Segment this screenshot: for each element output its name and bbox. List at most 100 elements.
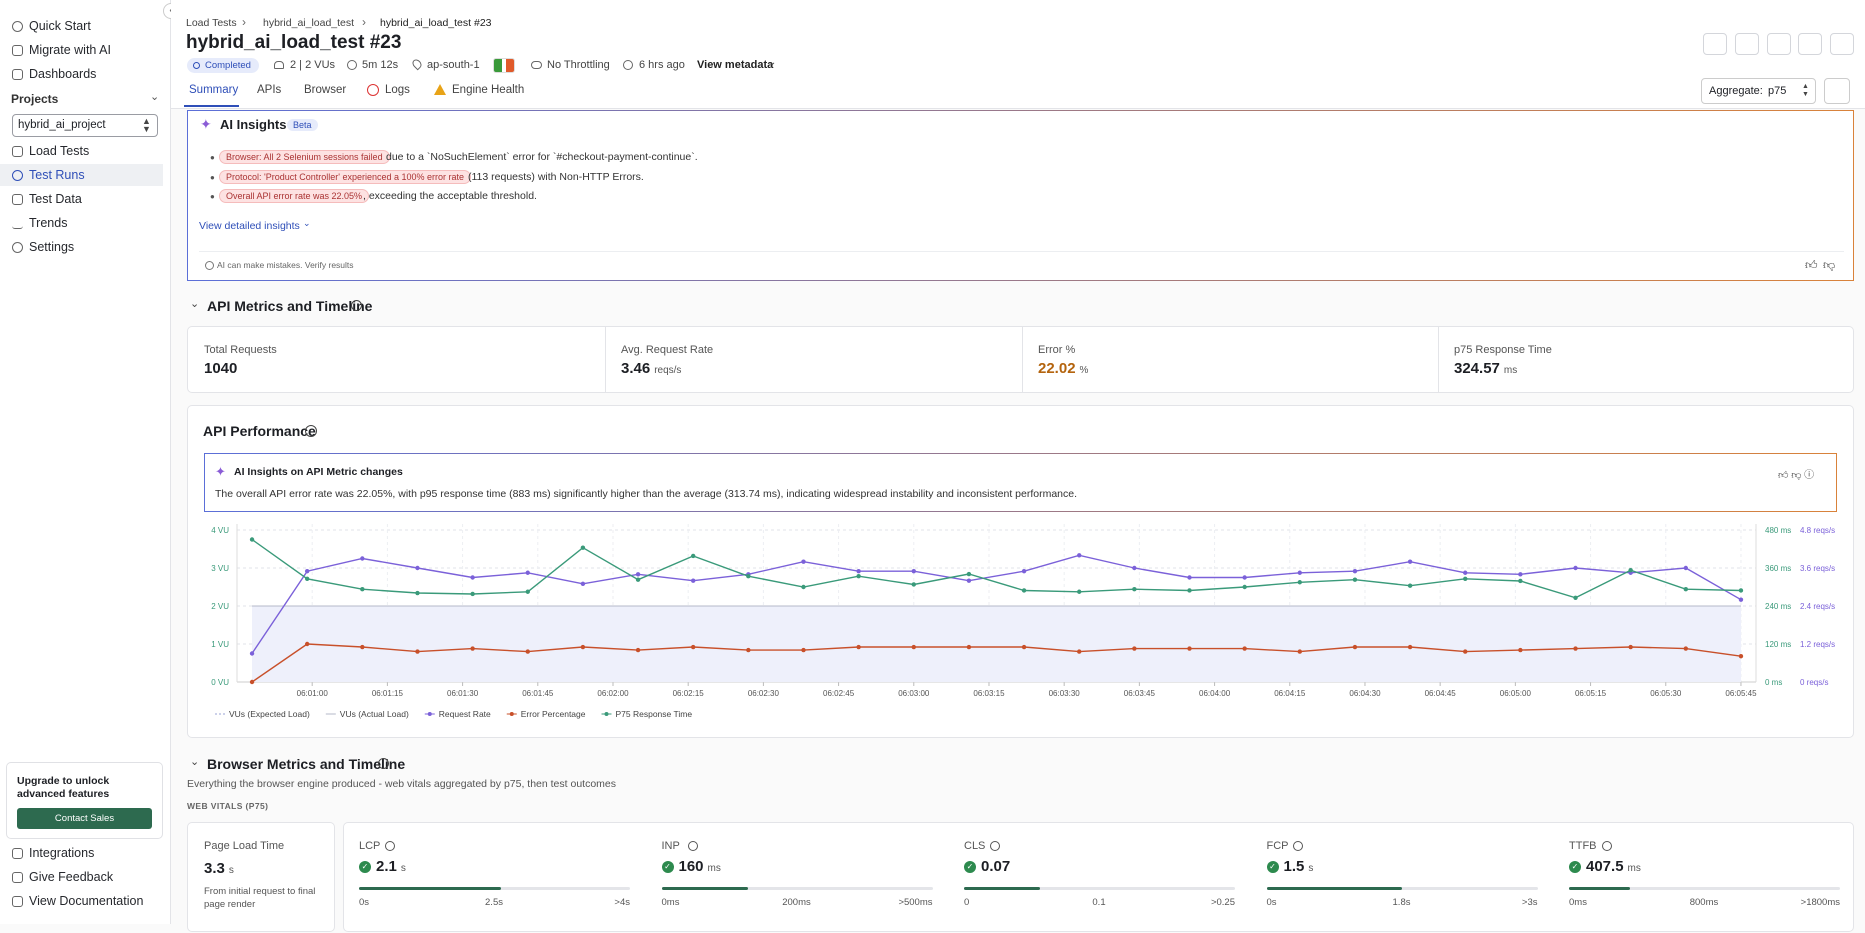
data-point bbox=[635, 647, 641, 653]
data-point bbox=[525, 649, 530, 654]
icon-button[interactable] bbox=[1703, 33, 1727, 55]
data-point bbox=[746, 574, 751, 579]
y3-tick-label: 0 reqs/s bbox=[1800, 678, 1828, 687]
nav-item-active[interactable]: Test Runs bbox=[29, 168, 85, 182]
y-tick-label: 1 VU bbox=[211, 640, 229, 649]
scale-label: 800ms bbox=[1689, 897, 1719, 908]
nav-item[interactable]: Quick Start bbox=[29, 19, 91, 33]
scale-label: >3s bbox=[1521, 897, 1538, 908]
decoration bbox=[623, 60, 633, 70]
data-point bbox=[1573, 646, 1578, 651]
aggregate-select[interactable]: Aggregate: p75 ▲ ▼ bbox=[1701, 78, 1816, 104]
feedback-icons[interactable]: 👍︎ 👎︎ ⓘ bbox=[1778, 470, 1815, 481]
data-point bbox=[304, 641, 310, 647]
status-check: ✓ bbox=[1266, 861, 1279, 873]
tab[interactable]: Logs bbox=[385, 84, 410, 96]
vital-unit: ms bbox=[707, 863, 721, 874]
data-point bbox=[580, 545, 586, 550]
breadcrumb[interactable]: hybrid_ai_load_test bbox=[263, 17, 355, 29]
data-point bbox=[1518, 647, 1523, 653]
insight-tag: Protocol: 'Product Controller' experienc… bbox=[219, 170, 472, 184]
vital-bar bbox=[661, 887, 749, 890]
insight-tag: Overall API error rate was 22.05% bbox=[219, 189, 370, 203]
vital-track bbox=[359, 887, 630, 890]
info-icon bbox=[1292, 841, 1303, 851]
tab[interactable]: APIs bbox=[257, 84, 282, 96]
view-metadata[interactable]: View metadata bbox=[697, 59, 774, 71]
nav-item[interactable]: Settings bbox=[29, 240, 75, 254]
icon-button[interactable] bbox=[1830, 33, 1854, 55]
x-tick-label: 06:03:15 bbox=[973, 689, 1005, 698]
thumbs-up[interactable]: 👍︎ bbox=[1805, 258, 1818, 272]
scale-label: 200ms bbox=[782, 897, 811, 908]
nav-item[interactable]: Dashboards bbox=[29, 67, 97, 81]
icon-button[interactable] bbox=[1735, 33, 1759, 55]
vital-value: 1.5 bbox=[1283, 858, 1305, 875]
decoration: 22.02% bbox=[1038, 360, 1088, 377]
breadcrumb-current: hybrid_ai_load_test #23 bbox=[380, 17, 492, 29]
legend-label: P75 Response Time bbox=[616, 709, 693, 719]
icon-button[interactable] bbox=[1798, 33, 1822, 55]
nav-item[interactable]: View Documentation bbox=[29, 894, 144, 908]
section-label: WEB VITALS (P75) bbox=[187, 801, 269, 811]
legend-swatch bbox=[604, 712, 609, 716]
series-line bbox=[251, 538, 1742, 599]
thumbs-down[interactable]: 👎︎ bbox=[1823, 258, 1836, 272]
decoration bbox=[347, 60, 357, 70]
insight-text: The overall API error rate was 22.05%, w… bbox=[215, 488, 1078, 500]
data-point bbox=[249, 537, 255, 542]
tab-active[interactable]: Summary bbox=[189, 84, 239, 96]
project-select[interactable]: hybrid_ai_project ▲ ▼ bbox=[12, 114, 158, 137]
vus: 2 | 2 VUs bbox=[290, 59, 336, 71]
nav-item[interactable]: Test Data bbox=[29, 192, 82, 206]
info-icon bbox=[385, 841, 395, 851]
data-point bbox=[691, 553, 696, 559]
detailed-insights-link[interactable]: View detailed insights bbox=[199, 220, 300, 232]
x-tick-label: 06:04:15 bbox=[1274, 689, 1306, 698]
scale-label: >500ms bbox=[898, 897, 933, 908]
metric-unit: % bbox=[1079, 365, 1089, 376]
data-point bbox=[1187, 575, 1192, 580]
decoration bbox=[199, 251, 1844, 252]
data-point bbox=[1683, 646, 1689, 651]
data-point bbox=[360, 644, 365, 650]
data-point bbox=[911, 582, 916, 587]
x-tick-label: 06:05:45 bbox=[1725, 689, 1757, 698]
data-point bbox=[635, 577, 641, 582]
contact-sales-button[interactable]: Contact Sales bbox=[17, 808, 152, 829]
data-point bbox=[1738, 588, 1744, 593]
data-point bbox=[1628, 644, 1633, 650]
x-tick-label: 06:03:00 bbox=[898, 689, 930, 698]
icon-button[interactable] bbox=[1767, 33, 1791, 55]
nav-item[interactable]: Trends bbox=[29, 216, 68, 230]
decoration bbox=[1022, 327, 1023, 392]
filter-button[interactable] bbox=[1824, 78, 1850, 104]
decoration: ● bbox=[210, 192, 215, 201]
region: ap-south-1 bbox=[427, 59, 480, 71]
vital-value: 3.3 bbox=[204, 860, 225, 877]
data-point bbox=[1463, 576, 1468, 581]
data-point bbox=[966, 578, 972, 583]
vital-track bbox=[964, 887, 1235, 890]
data-point bbox=[1683, 565, 1689, 571]
data-point bbox=[911, 568, 916, 574]
nav-item[interactable]: Give Feedback bbox=[29, 870, 114, 884]
nav-item[interactable]: Migrate with AI bbox=[29, 43, 111, 57]
metric-label: p75 Response Time bbox=[1454, 344, 1552, 356]
data-point bbox=[1132, 646, 1137, 651]
status-check: ✓ bbox=[359, 861, 371, 873]
y3-tick-label: 1.2 reqs/s bbox=[1800, 640, 1835, 649]
tab[interactable]: Engine Health bbox=[452, 84, 525, 96]
x-tick-label: 06:01:30 bbox=[447, 689, 479, 698]
nav-item[interactable]: Integrations bbox=[29, 846, 95, 860]
breadcrumb[interactable]: Load Tests bbox=[186, 17, 237, 29]
decoration: ▲ ▼ bbox=[142, 116, 151, 134]
x-tick-label: 06:05:00 bbox=[1500, 689, 1532, 698]
vital-value: 407.5 bbox=[1586, 858, 1624, 875]
icon bbox=[12, 146, 23, 157]
nav-item[interactable]: Load Tests bbox=[29, 144, 90, 158]
tab[interactable]: Browser bbox=[304, 84, 347, 96]
y-tick-label: 3 VU bbox=[211, 564, 229, 573]
beta-badge: Beta bbox=[287, 119, 318, 131]
